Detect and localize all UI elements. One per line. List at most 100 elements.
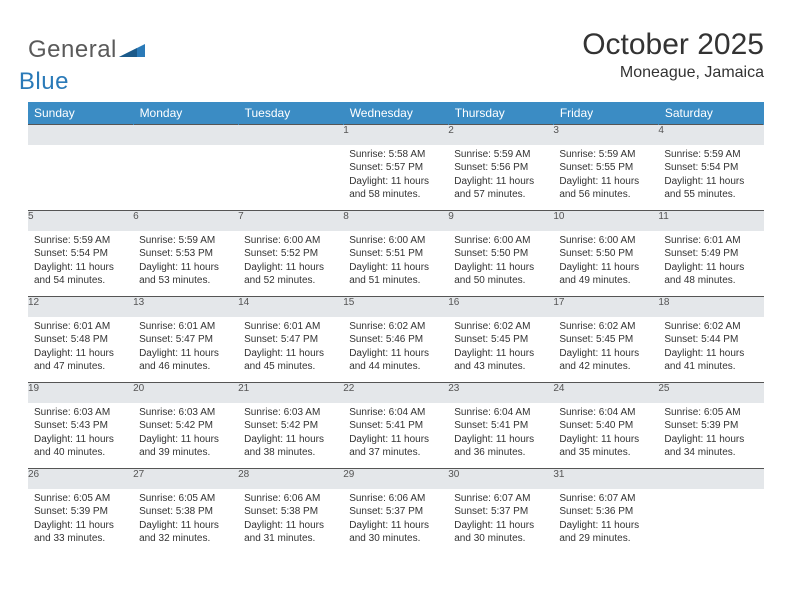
- daylight-text: and 35 minutes.: [559, 446, 652, 460]
- daylight-text: and 54 minutes.: [34, 274, 127, 288]
- day-number-cell: 25: [658, 383, 763, 403]
- daylight-text: and 36 minutes.: [454, 446, 547, 460]
- day-body-cell: Sunrise: 6:01 AMSunset: 5:48 PMDaylight:…: [28, 317, 133, 383]
- day-body-cell: Sunrise: 6:07 AMSunset: 5:37 PMDaylight:…: [448, 489, 553, 555]
- daylight-text: and 51 minutes.: [349, 274, 442, 288]
- location-label: Moneague, Jamaica: [582, 64, 764, 82]
- week-daynum-row: 567891011: [28, 211, 764, 231]
- day-number-cell: 19: [28, 383, 133, 403]
- sunset-text: Sunset: 5:56 PM: [454, 161, 547, 175]
- day-number-cell: 8: [343, 211, 448, 231]
- daylight-text: and 38 minutes.: [244, 446, 337, 460]
- sunset-text: Sunset: 5:39 PM: [664, 419, 757, 433]
- sunrise-text: Sunrise: 5:59 AM: [559, 148, 652, 162]
- sunset-text: Sunset: 5:40 PM: [559, 419, 652, 433]
- day-body-cell: Sunrise: 5:59 AMSunset: 5:56 PMDaylight:…: [448, 145, 553, 211]
- daylight-text: and 30 minutes.: [454, 532, 547, 546]
- daylight-text: Daylight: 11 hours: [349, 261, 442, 275]
- day-body-cell: Sunrise: 6:05 AMSunset: 5:38 PMDaylight:…: [133, 489, 238, 555]
- sunset-text: Sunset: 5:54 PM: [664, 161, 757, 175]
- day-number-cell: 24: [553, 383, 658, 403]
- sunrise-text: Sunrise: 6:00 AM: [349, 234, 442, 248]
- daylight-text: Daylight: 11 hours: [244, 519, 337, 533]
- sunset-text: Sunset: 5:37 PM: [454, 505, 547, 519]
- day-body-cell: Sunrise: 6:02 AMSunset: 5:46 PMDaylight:…: [343, 317, 448, 383]
- day-body-cell: Sunrise: 6:00 AMSunset: 5:51 PMDaylight:…: [343, 231, 448, 297]
- day-number-cell: [133, 125, 238, 145]
- day-number-cell: 11: [658, 211, 763, 231]
- sunset-text: Sunset: 5:47 PM: [244, 333, 337, 347]
- dow-header: Monday: [133, 102, 238, 125]
- sunrise-text: Sunrise: 6:02 AM: [559, 320, 652, 334]
- week-daynum-row: 12131415161718: [28, 297, 764, 317]
- sunrise-text: Sunrise: 6:03 AM: [244, 406, 337, 420]
- day-number-cell: 16: [448, 297, 553, 317]
- sunrise-text: Sunrise: 6:02 AM: [664, 320, 757, 334]
- dow-header: Tuesday: [238, 102, 343, 125]
- sunset-text: Sunset: 5:36 PM: [559, 505, 652, 519]
- sunset-text: Sunset: 5:45 PM: [454, 333, 547, 347]
- sunrise-text: Sunrise: 6:07 AM: [559, 492, 652, 506]
- sunset-text: Sunset: 5:52 PM: [244, 247, 337, 261]
- day-body-cell: Sunrise: 6:01 AMSunset: 5:47 PMDaylight:…: [238, 317, 343, 383]
- sunrise-text: Sunrise: 6:01 AM: [244, 320, 337, 334]
- day-body-cell: Sunrise: 6:00 AMSunset: 5:52 PMDaylight:…: [238, 231, 343, 297]
- day-body-cell: [658, 489, 763, 555]
- daylight-text: and 41 minutes.: [664, 360, 757, 374]
- daylight-text: and 47 minutes.: [34, 360, 127, 374]
- daylight-text: Daylight: 11 hours: [34, 519, 127, 533]
- daylight-text: and 50 minutes.: [454, 274, 547, 288]
- dow-header: Wednesday: [343, 102, 448, 125]
- daylight-text: and 30 minutes.: [349, 532, 442, 546]
- sunset-text: Sunset: 5:46 PM: [349, 333, 442, 347]
- daylight-text: Daylight: 11 hours: [34, 261, 127, 275]
- day-number-cell: 15: [343, 297, 448, 317]
- sunset-text: Sunset: 5:51 PM: [349, 247, 442, 261]
- daylight-text: and 43 minutes.: [454, 360, 547, 374]
- day-number-cell: 13: [133, 297, 238, 317]
- daylight-text: and 44 minutes.: [349, 360, 442, 374]
- daylight-text: Daylight: 11 hours: [559, 433, 652, 447]
- daylight-text: and 39 minutes.: [139, 446, 232, 460]
- sunrise-text: Sunrise: 6:00 AM: [454, 234, 547, 248]
- sunset-text: Sunset: 5:50 PM: [559, 247, 652, 261]
- sunrise-text: Sunrise: 6:04 AM: [559, 406, 652, 420]
- sunrise-text: Sunrise: 5:59 AM: [34, 234, 127, 248]
- day-body-cell: Sunrise: 6:03 AMSunset: 5:42 PMDaylight:…: [238, 403, 343, 469]
- dow-header: Sunday: [28, 102, 133, 125]
- daylight-text: Daylight: 11 hours: [139, 433, 232, 447]
- day-number-cell: 27: [133, 469, 238, 489]
- day-number-cell: 1: [343, 125, 448, 145]
- daylight-text: Daylight: 11 hours: [349, 347, 442, 361]
- sunrise-text: Sunrise: 6:01 AM: [139, 320, 232, 334]
- sunset-text: Sunset: 5:39 PM: [34, 505, 127, 519]
- daylight-text: Daylight: 11 hours: [664, 433, 757, 447]
- sunrise-text: Sunrise: 6:07 AM: [454, 492, 547, 506]
- day-number-cell: 7: [238, 211, 343, 231]
- calendar-header-row: SundayMondayTuesdayWednesdayThursdayFrid…: [28, 102, 764, 125]
- sunset-text: Sunset: 5:50 PM: [454, 247, 547, 261]
- day-number-cell: 12: [28, 297, 133, 317]
- day-body-cell: Sunrise: 6:03 AMSunset: 5:43 PMDaylight:…: [28, 403, 133, 469]
- sunset-text: Sunset: 5:49 PM: [664, 247, 757, 261]
- sunrise-text: Sunrise: 6:05 AM: [664, 406, 757, 420]
- dow-header: Thursday: [448, 102, 553, 125]
- sunrise-text: Sunrise: 5:59 AM: [664, 148, 757, 162]
- week-body-row: Sunrise: 5:58 AMSunset: 5:57 PMDaylight:…: [28, 145, 764, 211]
- week-daynum-row: 262728293031: [28, 469, 764, 489]
- sunrise-text: Sunrise: 5:59 AM: [139, 234, 232, 248]
- week-body-row: Sunrise: 6:01 AMSunset: 5:48 PMDaylight:…: [28, 317, 764, 383]
- brand-text-general: General: [28, 36, 117, 64]
- day-number-cell: [238, 125, 343, 145]
- day-number-cell: 31: [553, 469, 658, 489]
- day-number-cell: 14: [238, 297, 343, 317]
- daylight-text: and 29 minutes.: [559, 532, 652, 546]
- daylight-text: Daylight: 11 hours: [244, 261, 337, 275]
- day-number-cell: 18: [658, 297, 763, 317]
- day-number-cell: 21: [238, 383, 343, 403]
- daylight-text: and 49 minutes.: [559, 274, 652, 288]
- daylight-text: Daylight: 11 hours: [454, 175, 547, 189]
- day-body-cell: Sunrise: 5:59 AMSunset: 5:55 PMDaylight:…: [553, 145, 658, 211]
- daylight-text: Daylight: 11 hours: [454, 347, 547, 361]
- day-body-cell: Sunrise: 5:59 AMSunset: 5:54 PMDaylight:…: [28, 231, 133, 297]
